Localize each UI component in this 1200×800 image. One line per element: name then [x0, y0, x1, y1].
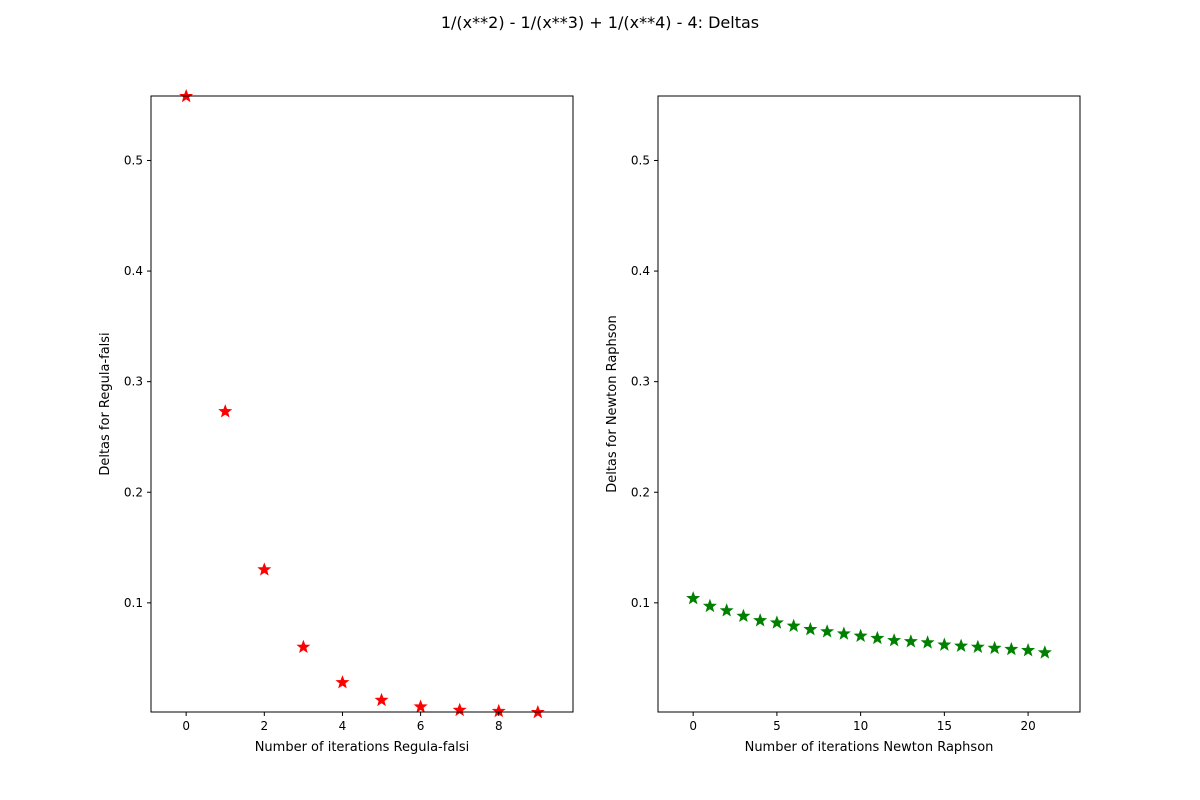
regula-falsi-data-point — [374, 692, 389, 707]
regula-falsi-x-tick-label: 4 — [339, 719, 347, 733]
newton-raphson-data-point — [987, 640, 1002, 655]
regula-falsi-data-point — [257, 562, 272, 576]
newton-raphson-y-axis-label: Deltas for Newton Raphson — [605, 315, 620, 493]
newton-raphson-data-point — [870, 630, 885, 645]
regula-falsi-y-tick-label: 0.5 — [124, 153, 143, 167]
figure-suptitle: 1/(x**2) - 1/(x**3) + 1/(x**4) - 4: Delt… — [441, 13, 759, 32]
newton-raphson-data-point — [686, 591, 701, 605]
newton-raphson-x-tick-label: 10 — [853, 719, 868, 733]
newton-raphson-data-point — [702, 598, 717, 613]
newton-raphson-x-tick-label: 20 — [1020, 719, 1035, 733]
newton-raphson-x-axis-label: Number of iterations Newton Raphson — [745, 740, 994, 755]
regula-falsi-data-point — [452, 702, 467, 717]
newton-raphson-data-point — [954, 638, 969, 652]
regula-falsi-x-tick-label: 0 — [182, 719, 190, 733]
regula-falsi-x-axis-label: Number of iterations Regula-falsi — [255, 740, 470, 755]
regula-falsi-y-tick-label: 0.2 — [124, 485, 143, 499]
newton-raphson-data-point — [970, 639, 985, 654]
newton-raphson-data-point — [887, 633, 902, 647]
newton-raphson-y-tick-label: 0.2 — [631, 485, 650, 499]
newton-raphson-axes: 0 5 10 15 20 0.1 0.2 0.3 0.4 0.5 Number of iterati… — [605, 95, 1081, 755]
newton-raphson-data-point — [1021, 643, 1036, 657]
newton-raphson-data-point — [736, 608, 751, 623]
regula-falsi-data-point — [335, 675, 350, 689]
regula-falsi-axes-frame — [150, 95, 574, 713]
newton-raphson-data-point — [920, 635, 935, 649]
newton-raphson-data-point — [937, 637, 952, 651]
newton-raphson-data-point — [836, 626, 851, 640]
newton-raphson-data-point — [769, 615, 784, 629]
newton-raphson-axes-frame — [657, 95, 1081, 713]
regula-falsi-y-axis-label: Deltas for Regula-falsi — [98, 332, 113, 475]
regula-falsi-data-point — [296, 639, 311, 654]
newton-raphson-x-tick-label: 5 — [773, 719, 781, 733]
newton-raphson-data-point — [903, 634, 918, 648]
subplots: 0 2 4 6 8 0.1 0.2 0.3 0.4 0.5 Number of iterations… — [98, 88, 1081, 755]
newton-raphson-data-point — [803, 622, 818, 636]
newton-raphson-data-point — [786, 618, 801, 633]
regula-falsi-x-tick-label: 2 — [260, 719, 268, 733]
newton-raphson-y-tick-label: 0.5 — [631, 153, 650, 167]
newton-raphson-data-point — [753, 613, 768, 627]
regula-falsi-y-tick-label: 0.4 — [124, 264, 143, 278]
newton-raphson-y-tick-label: 0.4 — [631, 264, 650, 278]
newton-raphson-x-tick-label: 0 — [689, 719, 697, 733]
regula-falsi-axes: 0 2 4 6 8 0.1 0.2 0.3 0.4 0.5 Number of iterations… — [98, 88, 574, 755]
newton-raphson-y-tick-label: 0.3 — [631, 375, 650, 389]
regula-falsi-y-tick-label: 0.1 — [124, 596, 143, 610]
newton-raphson-data-point — [820, 624, 835, 638]
newton-raphson-x-tick-label: 15 — [937, 719, 952, 733]
newton-raphson-data-point — [1037, 645, 1052, 659]
regula-falsi-x-tick-label: 6 — [417, 719, 425, 733]
regula-falsi-x-tick-label: 8 — [495, 719, 503, 733]
newton-raphson-data-point — [719, 603, 734, 617]
regula-falsi-data-point — [218, 404, 233, 418]
newton-raphson-data-point — [1004, 641, 1019, 656]
newton-raphson-data-point — [853, 628, 868, 642]
newton-raphson-y-tick-label: 0.1 — [631, 596, 650, 610]
regula-falsi-data-point — [413, 699, 428, 713]
regula-falsi-y-tick-label: 0.3 — [124, 375, 143, 389]
